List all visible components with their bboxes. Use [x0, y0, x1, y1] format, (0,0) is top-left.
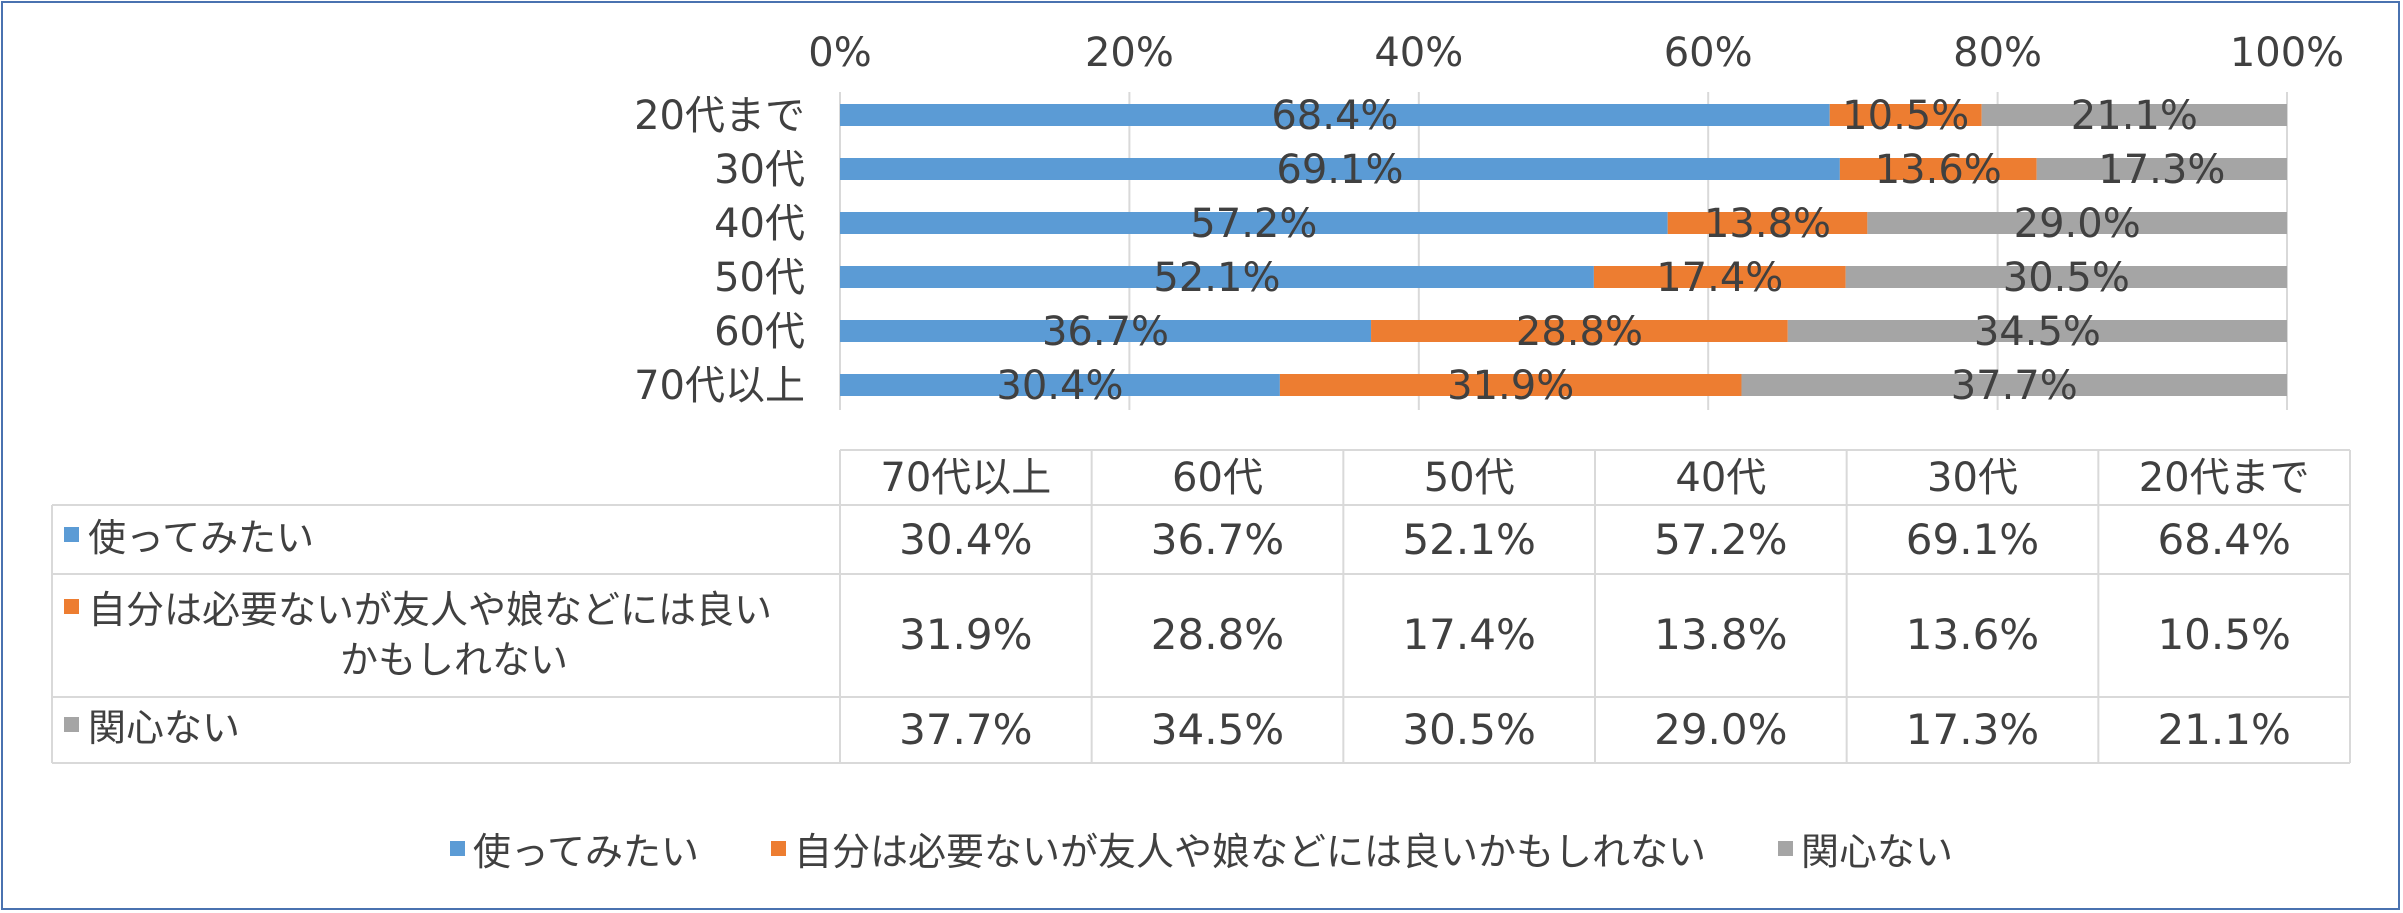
data-label: 13.8%: [1704, 201, 1831, 247]
legend-swatch: [449, 840, 465, 856]
category-label: 20代まで: [634, 93, 805, 139]
legend-item: 使ってみたい: [449, 821, 700, 876]
data-label: 10.5%: [1842, 93, 1969, 139]
x-tick-label: 40%: [1374, 30, 1463, 76]
data-label: 37.7%: [1951, 363, 2078, 409]
legend-key: [64, 599, 79, 614]
bar-segment: [840, 104, 1830, 126]
legend-label: 関心ない: [1801, 829, 1954, 874]
table-cell: 57.2%: [1654, 515, 1787, 564]
table-header: 50代: [1424, 455, 1515, 501]
table-header: 30代: [1927, 455, 2018, 501]
x-tick-label: 20%: [1085, 30, 1174, 76]
legend-swatch: [771, 840, 787, 856]
legend-item: 自分は必要ないが友人や娘などには良いかもしれない: [771, 821, 1706, 876]
data-label: 31.9%: [1447, 363, 1574, 409]
table-header: 40代: [1675, 455, 1766, 501]
bar-segment: [1667, 212, 1868, 234]
table-cell: 21.1%: [2157, 705, 2290, 754]
bar-segment: [1829, 104, 1982, 126]
table-cell: 13.8%: [1654, 610, 1787, 659]
data-label: 36.7%: [1042, 309, 1169, 355]
data-label: 13.6%: [1875, 147, 2002, 193]
legend-swatch: [1778, 840, 1794, 856]
data-label: 52.1%: [1153, 255, 1280, 301]
table-cell: 28.8%: [1151, 610, 1284, 659]
table-header: 20代まで: [2139, 455, 2310, 501]
bar-segment: [1981, 104, 2287, 126]
bar-segment: [1839, 158, 2037, 180]
table-cell: 31.9%: [899, 610, 1032, 659]
x-axis-ticks: 0% 20% 40% 60% 80% 100%: [808, 30, 2344, 76]
gridlines: [839, 92, 2288, 410]
category-label: 60代: [714, 309, 805, 355]
data-label: 17.4%: [1656, 255, 1783, 301]
data-label: 68.4%: [1271, 93, 1398, 139]
row-label: 関心ない: [88, 706, 240, 750]
table-cell: 34.5%: [1151, 705, 1284, 754]
data-label: 28.8%: [1516, 309, 1643, 355]
data-label: 17.3%: [2098, 147, 2225, 193]
legend-label: 使ってみたい: [472, 829, 700, 874]
bar-segment: [1867, 212, 2287, 234]
data-label: 29.0%: [2014, 201, 2141, 247]
x-tick-label: 100%: [2230, 30, 2344, 76]
bar-segment: [840, 320, 1372, 342]
row-label: かもしれない: [340, 638, 568, 682]
legend: 使ってみたい 自分は必要ないが友人や娘などには良いかもしれない 関心ない: [0, 818, 2403, 878]
table-cell: 10.5%: [2157, 610, 2290, 659]
category-label: 40代: [714, 201, 805, 247]
data-label: 69.1%: [1276, 147, 1403, 193]
bar-segment: [1279, 374, 1742, 396]
bar-segment: [1845, 266, 2287, 288]
data-label: 30.4%: [996, 363, 1123, 409]
table-cell: 36.7%: [1151, 515, 1284, 564]
bar-segment: [840, 374, 1280, 396]
table-header: 60代: [1172, 455, 1263, 501]
bar-segment: [840, 212, 1668, 234]
bar-segment: [1371, 320, 1788, 342]
table-cell: 69.1%: [1906, 515, 2039, 564]
legend-item: 関心ない: [1778, 821, 1953, 876]
legend-label: 自分は必要ないが友人や娘などには良いかもしれない: [794, 829, 1707, 874]
x-tick-label: 60%: [1664, 30, 1753, 76]
table-cell: 29.0%: [1654, 705, 1787, 754]
table-cell: 30.5%: [1402, 705, 1535, 754]
data-label: 57.2%: [1190, 201, 1317, 247]
bar-segment: [1593, 266, 1846, 288]
table-cell: 52.1%: [1402, 515, 1535, 564]
x-tick-label: 0%: [808, 30, 871, 76]
data-label: 34.5%: [1974, 309, 2101, 355]
table-cell: 68.4%: [2157, 515, 2290, 564]
legend-key: [64, 527, 79, 542]
data-label: 21.1%: [2071, 93, 2198, 139]
row-label: 自分は必要ないが友人や娘などには良い: [88, 588, 772, 632]
table-cell: 30.4%: [899, 515, 1032, 564]
data-label: 30.5%: [2003, 255, 2130, 301]
table-header: 70代以上: [880, 455, 1051, 501]
table-cell: 13.6%: [1906, 610, 2039, 659]
bar-segment: [840, 158, 1840, 180]
row-label: 使ってみたい: [88, 516, 314, 560]
table-cell: 17.4%: [1402, 610, 1535, 659]
table-cell: 37.7%: [899, 705, 1032, 754]
bar-segment: [1741, 374, 2287, 396]
bars: 68.4% 10.5% 21.1% 69.1% 13.6% 17.3% 57.2% 13.8%…: [840, 93, 2287, 409]
table-cell: 17.3%: [1906, 705, 2039, 754]
category-label: 70代以上: [634, 363, 805, 409]
category-label: 30代: [714, 147, 805, 193]
bar-segment: [1787, 320, 2287, 342]
bar-segment: [2036, 158, 2287, 180]
legend-key: [64, 717, 79, 732]
category-labels: 20代まで 30代 40代 50代 60代 70代以上: [634, 93, 805, 409]
category-label: 50代: [714, 255, 805, 301]
bar-segment: [840, 266, 1594, 288]
x-tick-label: 80%: [1953, 30, 2042, 76]
